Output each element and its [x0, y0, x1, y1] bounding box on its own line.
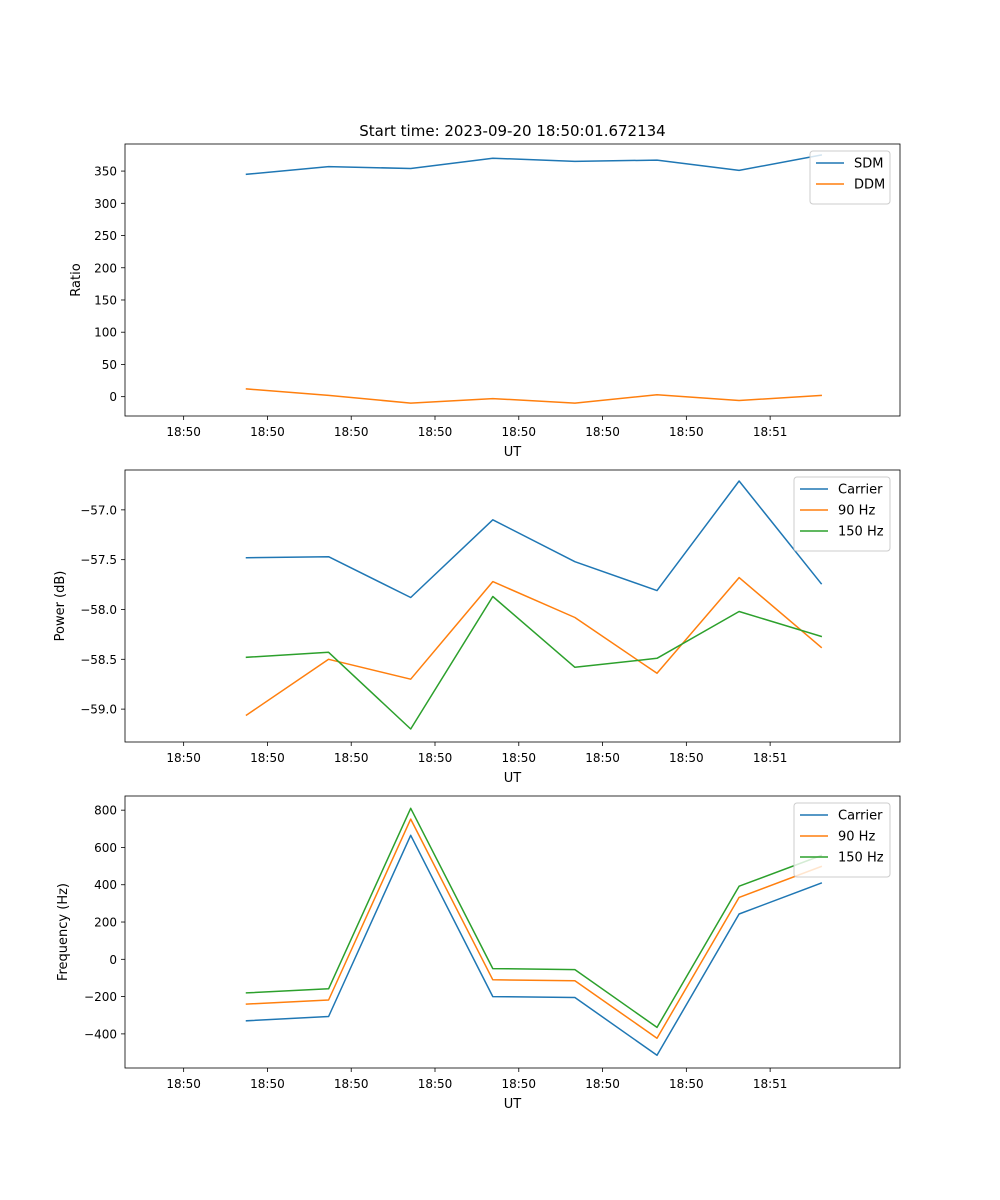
- y-tick-label: 150: [94, 293, 117, 307]
- y-tick-label: 600: [94, 841, 117, 855]
- x-tick-label: 18:50: [250, 751, 285, 765]
- y-tick-label: 350: [94, 165, 117, 179]
- series-line-ddm: [245, 388, 822, 404]
- legend: Carrier 90 Hz 150 Hz: [793, 802, 891, 878]
- x-axis-label: UT: [504, 1097, 522, 1112]
- x-axis-label: UT: [504, 771, 522, 786]
- y-tick-label: 200: [94, 916, 117, 930]
- x-tick-label: 18:50: [166, 425, 201, 439]
- y-tick-label: 50: [102, 358, 117, 372]
- x-tick-label: 18:50: [418, 1077, 453, 1091]
- y-tick-label: −57.5: [80, 553, 117, 567]
- x-tick-label: 18:50: [166, 1077, 201, 1091]
- x-tick-label: 18:51: [753, 1077, 788, 1091]
- x-tick-label: 18:50: [334, 425, 369, 439]
- series-line-90-hz: [245, 818, 823, 1039]
- x-axis-label: UT: [504, 445, 522, 460]
- series-line-carrier: [245, 480, 823, 599]
- y-tick-label: 200: [94, 261, 117, 275]
- x-tick-label: 18:50: [250, 1077, 285, 1091]
- x-tick-label: 18:50: [418, 751, 453, 765]
- y-tick-label: 400: [94, 878, 117, 892]
- x-tick-label: 18:50: [334, 1077, 369, 1091]
- x-tick-label: 18:51: [753, 751, 788, 765]
- x-tick-label: 18:50: [501, 1077, 536, 1091]
- series-line-sdm: [245, 154, 823, 176]
- x-tick-label: 18:50: [418, 425, 453, 439]
- y-tick-label: 300: [94, 197, 117, 211]
- legend-box: [793, 802, 891, 878]
- chart-panel-1: 18:50 18:50 18:50 18:50 18:50 18:50 18:50 18:51…: [69, 122, 901, 460]
- legend-label: 150 Hz: [838, 851, 884, 866]
- x-tick-label: 18:51: [753, 425, 788, 439]
- legend-box: [809, 150, 891, 205]
- y-axis-label: Frequency (Hz): [56, 883, 71, 981]
- chart-panel-3: 18:50 18:50 18:50 18:50 18:50 18:50 18:50 18:51…: [56, 795, 901, 1112]
- y-tick-label: 0: [109, 390, 117, 404]
- legend: SDM DDM: [809, 150, 891, 205]
- y-axis-label: Power (dB): [53, 571, 68, 642]
- x-tick-label: 18:50: [166, 751, 201, 765]
- legend-label: 150 Hz: [838, 525, 884, 540]
- y-tick-label: 800: [94, 804, 117, 818]
- y-tick-label: −59.0: [80, 703, 117, 717]
- x-tick-label: 18:50: [669, 425, 704, 439]
- y-tick-label: −57.0: [80, 503, 117, 517]
- legend-label: DDM: [854, 178, 885, 193]
- x-tick-label: 18:50: [501, 425, 536, 439]
- series-line-150-hz: [245, 807, 823, 1029]
- x-tick-label: 18:50: [585, 751, 620, 765]
- x-tick-label: 18:50: [585, 1077, 620, 1091]
- x-tick-label: 18:50: [669, 1077, 704, 1091]
- y-axis-label: Ratio: [69, 263, 84, 296]
- legend-label: Carrier: [838, 483, 883, 498]
- legend-label: SDM: [854, 157, 883, 172]
- x-tick-label: 18:50: [501, 751, 536, 765]
- axes-frame: [124, 143, 901, 417]
- series-line-carrier: [245, 834, 823, 1057]
- legend-box: [793, 476, 891, 552]
- axes-frame: [124, 795, 901, 1069]
- x-tick-label: 18:50: [250, 425, 285, 439]
- series-line-150-hz: [245, 595, 823, 730]
- legend-label: 90 Hz: [838, 830, 875, 845]
- series-line-90-hz: [245, 576, 823, 717]
- axes-frame: [124, 469, 901, 743]
- y-tick-label: 100: [94, 326, 117, 340]
- y-tick-label: 0: [109, 953, 117, 967]
- legend: Carrier 90 Hz 150 Hz: [793, 476, 891, 552]
- legend-label: 90 Hz: [838, 504, 875, 519]
- x-tick-label: 18:50: [585, 425, 620, 439]
- y-tick-label: −58.5: [80, 653, 117, 667]
- legend-label: Carrier: [838, 809, 883, 824]
- y-tick-label: −200: [84, 990, 117, 1004]
- y-tick-label: −400: [84, 1027, 117, 1041]
- chart-title: Start time: 2023-09-20 18:50:01.672134: [359, 122, 665, 140]
- x-tick-label: 18:50: [334, 751, 369, 765]
- x-tick-label: 18:50: [669, 751, 704, 765]
- chart-panel-2: 18:50 18:50 18:50 18:50 18:50 18:50 18:50 18:51…: [53, 469, 901, 786]
- y-tick-label: −58.0: [80, 603, 117, 617]
- y-tick-label: 250: [94, 229, 117, 243]
